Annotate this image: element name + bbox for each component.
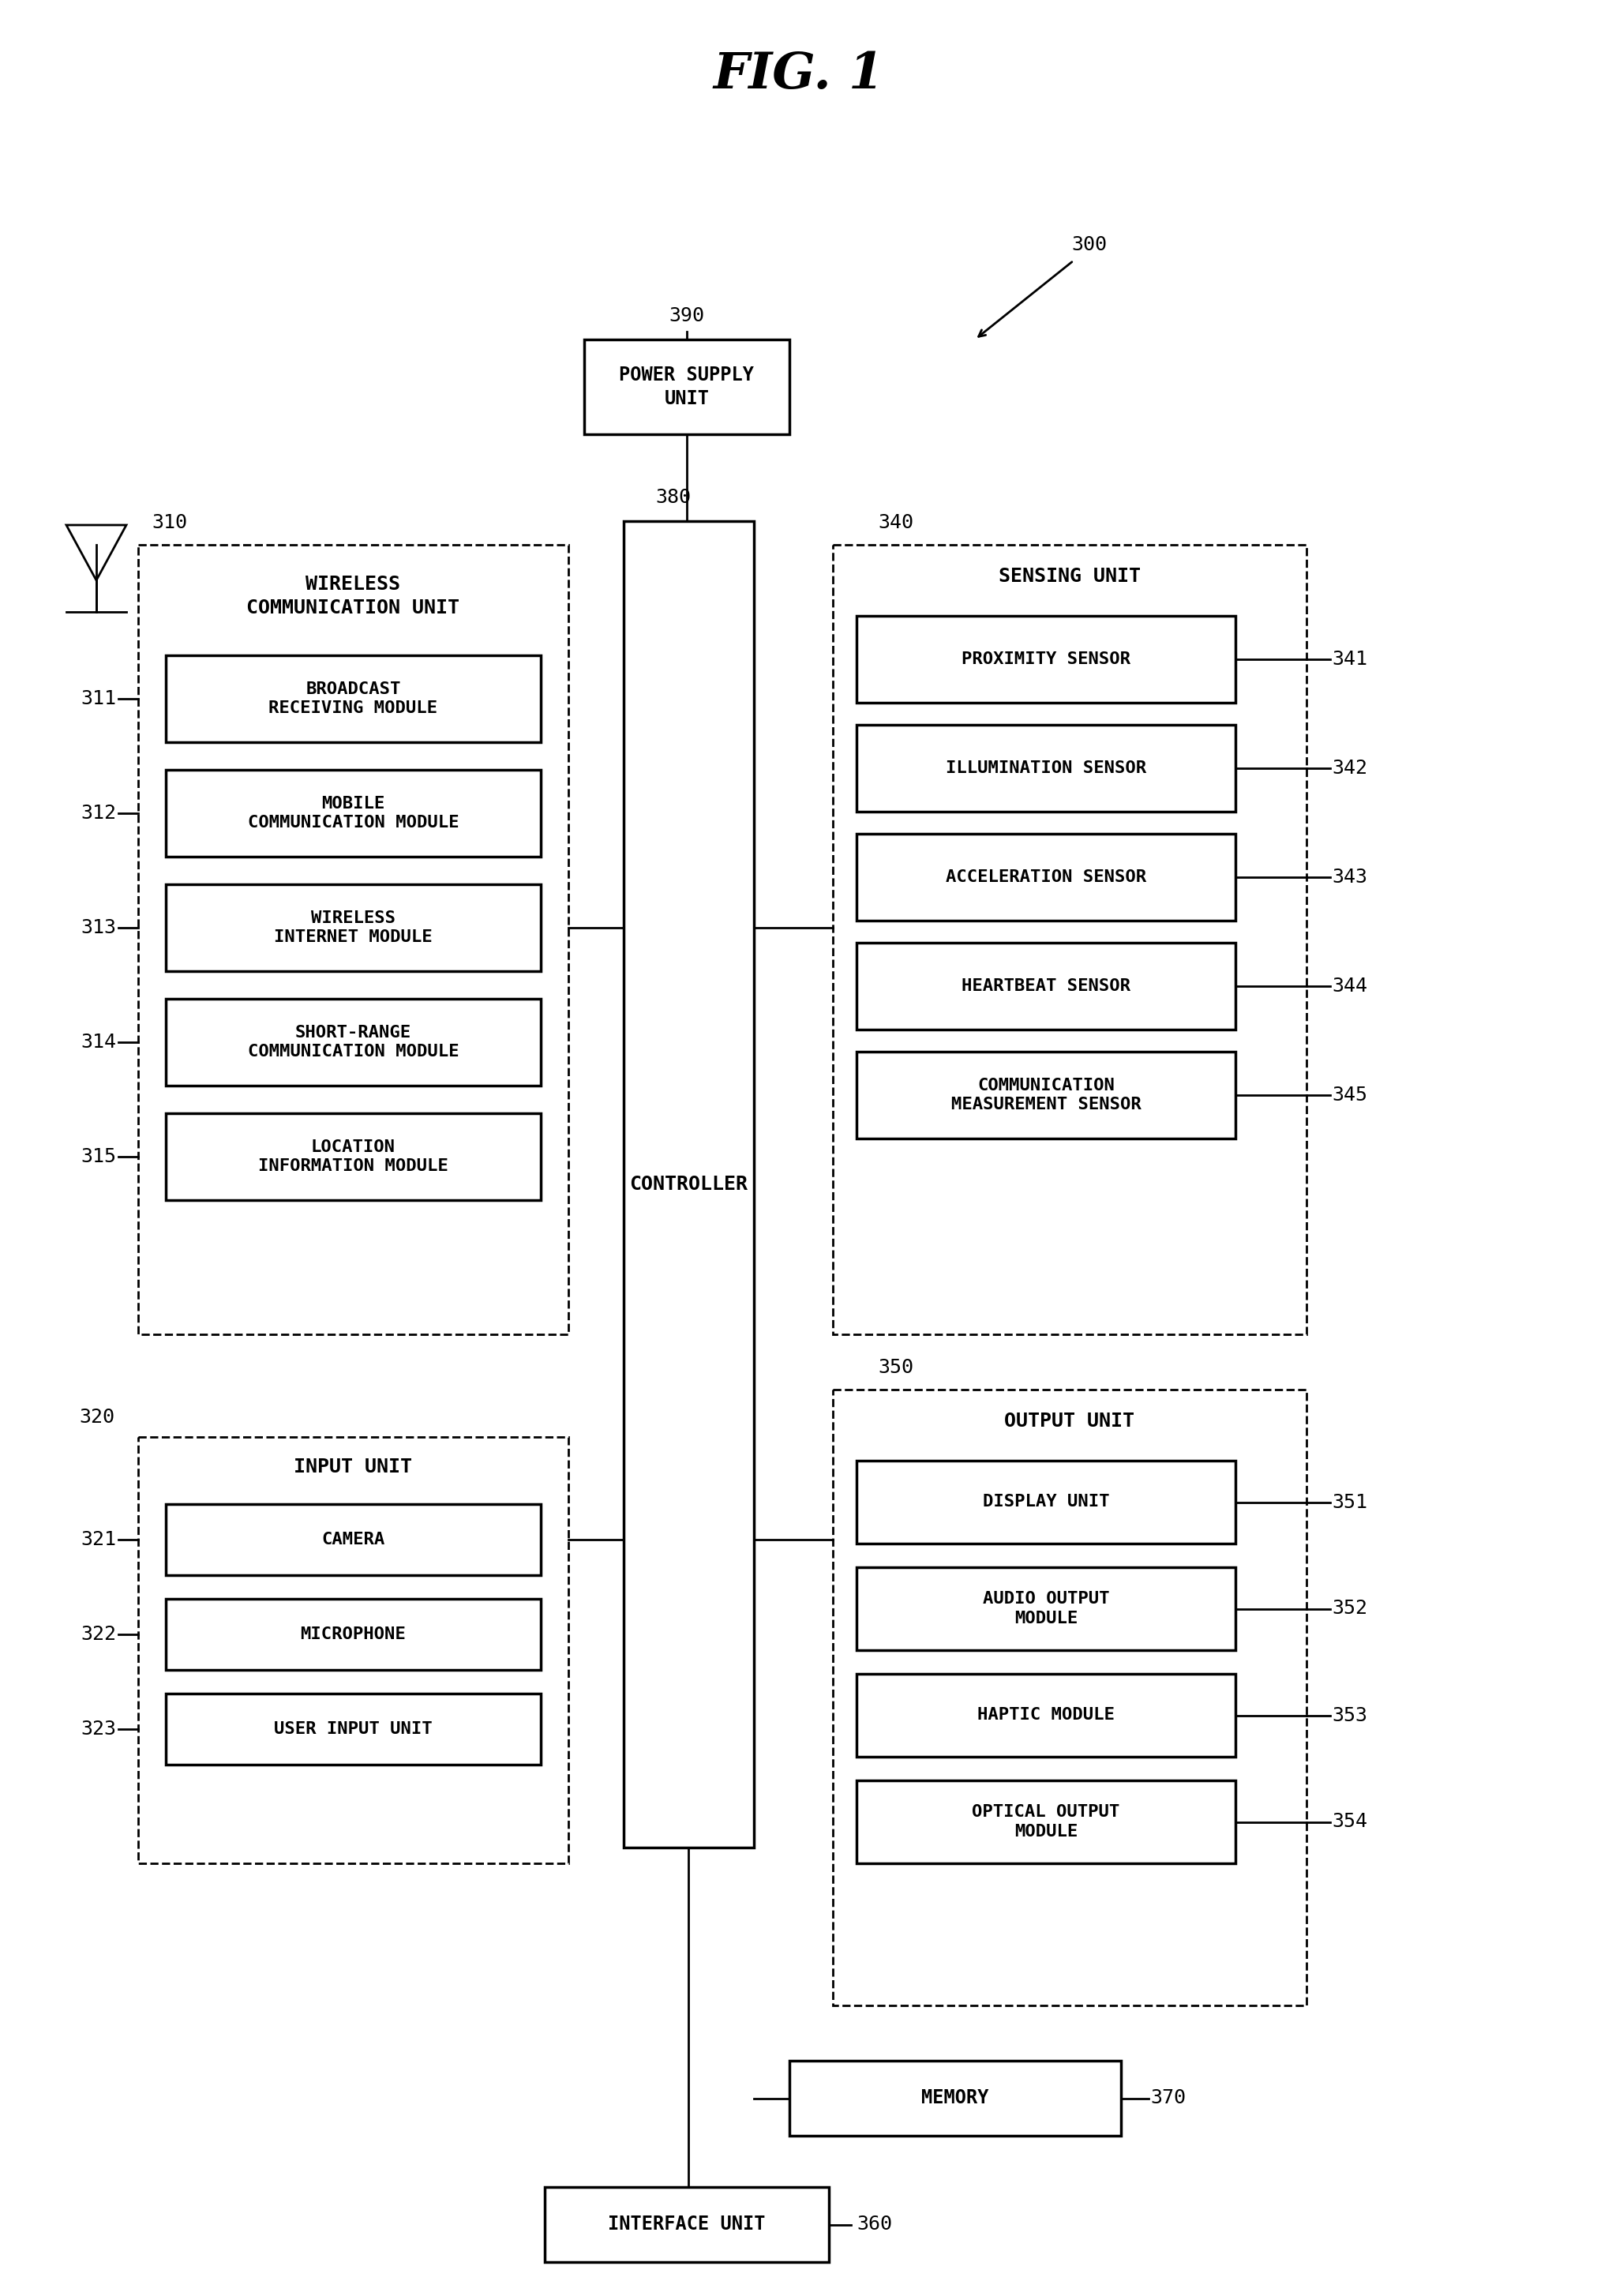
Text: 352: 352 — [1332, 1600, 1367, 1619]
Text: SHORT-RANGE
COMMUNICATION MODULE: SHORT-RANGE COMMUNICATION MODULE — [248, 1024, 458, 1061]
Text: AUDIO OUTPUT
MODULE: AUDIO OUTPUT MODULE — [982, 1591, 1108, 1626]
Text: 314: 314 — [81, 1033, 117, 1052]
Text: 300: 300 — [1072, 234, 1107, 255]
Text: SENSING UNIT: SENSING UNIT — [998, 567, 1140, 585]
Text: 342: 342 — [1332, 758, 1367, 778]
FancyBboxPatch shape — [856, 1568, 1234, 1651]
FancyBboxPatch shape — [832, 1389, 1306, 2004]
FancyBboxPatch shape — [623, 521, 754, 1848]
Text: ACCELERATION SENSOR: ACCELERATION SENSOR — [945, 870, 1145, 884]
FancyBboxPatch shape — [856, 1052, 1234, 1139]
FancyBboxPatch shape — [856, 726, 1234, 813]
FancyBboxPatch shape — [545, 2188, 829, 2262]
FancyBboxPatch shape — [856, 944, 1234, 1029]
Text: HAPTIC MODULE: HAPTIC MODULE — [977, 1708, 1115, 1724]
Text: 310: 310 — [152, 514, 187, 533]
Text: COMMUNICATION
MEASUREMENT SENSOR: COMMUNICATION MEASUREMENT SENSOR — [950, 1077, 1140, 1114]
Text: 315: 315 — [81, 1148, 117, 1166]
Text: HEARTBEAT SENSOR: HEARTBEAT SENSOR — [961, 978, 1131, 994]
Text: 351: 351 — [1332, 1492, 1367, 1511]
Text: WIRELESS
INTERNET MODULE: WIRELESS INTERNET MODULE — [275, 909, 433, 946]
FancyBboxPatch shape — [166, 999, 540, 1086]
Text: 321: 321 — [81, 1529, 117, 1550]
FancyBboxPatch shape — [137, 544, 569, 1334]
FancyBboxPatch shape — [856, 1779, 1234, 1864]
FancyBboxPatch shape — [856, 833, 1234, 921]
Text: 311: 311 — [81, 689, 117, 707]
Text: CONTROLLER: CONTROLLER — [629, 1176, 747, 1194]
Text: 350: 350 — [878, 1357, 913, 1378]
FancyBboxPatch shape — [166, 1598, 540, 1669]
FancyBboxPatch shape — [166, 1504, 540, 1575]
Text: 370: 370 — [1150, 2089, 1185, 2108]
FancyBboxPatch shape — [137, 1437, 569, 1864]
Text: 344: 344 — [1332, 976, 1367, 996]
Text: OUTPUT UNIT: OUTPUT UNIT — [1005, 1412, 1134, 1430]
Text: 322: 322 — [81, 1626, 117, 1644]
Text: OPTICAL OUTPUT
MODULE: OPTICAL OUTPUT MODULE — [971, 1805, 1119, 1839]
FancyBboxPatch shape — [856, 615, 1234, 703]
Text: 354: 354 — [1332, 1812, 1367, 1832]
Text: 345: 345 — [1332, 1086, 1367, 1104]
Text: 360: 360 — [856, 2216, 891, 2234]
Text: WIRELESS
COMMUNICATION UNIT: WIRELESS COMMUNICATION UNIT — [246, 574, 460, 618]
Text: MOBILE
COMMUNICATION MODULE: MOBILE COMMUNICATION MODULE — [248, 794, 458, 831]
Text: PROXIMITY SENSOR: PROXIMITY SENSOR — [961, 652, 1131, 668]
Text: INPUT UNIT: INPUT UNIT — [294, 1458, 412, 1476]
FancyBboxPatch shape — [166, 654, 540, 742]
FancyBboxPatch shape — [856, 1460, 1234, 1543]
Text: 380: 380 — [655, 489, 690, 507]
Text: 341: 341 — [1332, 650, 1367, 668]
Text: 313: 313 — [81, 918, 117, 937]
FancyBboxPatch shape — [585, 340, 789, 434]
Text: MEMORY: MEMORY — [921, 2089, 989, 2108]
Text: USER INPUT UNIT: USER INPUT UNIT — [275, 1722, 433, 1738]
Text: DISPLAY UNIT: DISPLAY UNIT — [982, 1495, 1108, 1511]
Text: MICROPHONE: MICROPHONE — [300, 1626, 406, 1642]
FancyBboxPatch shape — [166, 884, 540, 971]
Text: FIG. 1: FIG. 1 — [714, 51, 883, 99]
Text: 312: 312 — [81, 804, 117, 822]
Text: LOCATION
INFORMATION MODULE: LOCATION INFORMATION MODULE — [259, 1139, 449, 1173]
Text: BROADCAST
RECEIVING MODULE: BROADCAST RECEIVING MODULE — [268, 682, 438, 716]
Text: 353: 353 — [1332, 1706, 1367, 1724]
Text: 343: 343 — [1332, 868, 1367, 886]
Text: 390: 390 — [669, 305, 704, 326]
FancyBboxPatch shape — [166, 1114, 540, 1201]
FancyBboxPatch shape — [166, 769, 540, 856]
FancyBboxPatch shape — [832, 544, 1306, 1334]
Text: CAMERA: CAMERA — [321, 1531, 385, 1548]
Text: 320: 320 — [80, 1407, 115, 1426]
Text: POWER SUPPLY
UNIT: POWER SUPPLY UNIT — [620, 365, 754, 409]
FancyBboxPatch shape — [789, 2062, 1121, 2135]
Text: 323: 323 — [81, 1720, 117, 1738]
Text: INTERFACE UNIT: INTERFACE UNIT — [608, 2216, 765, 2234]
Text: 340: 340 — [878, 514, 913, 533]
Text: ILLUMINATION SENSOR: ILLUMINATION SENSOR — [945, 760, 1145, 776]
FancyBboxPatch shape — [166, 1694, 540, 1766]
FancyBboxPatch shape — [856, 1674, 1234, 1756]
